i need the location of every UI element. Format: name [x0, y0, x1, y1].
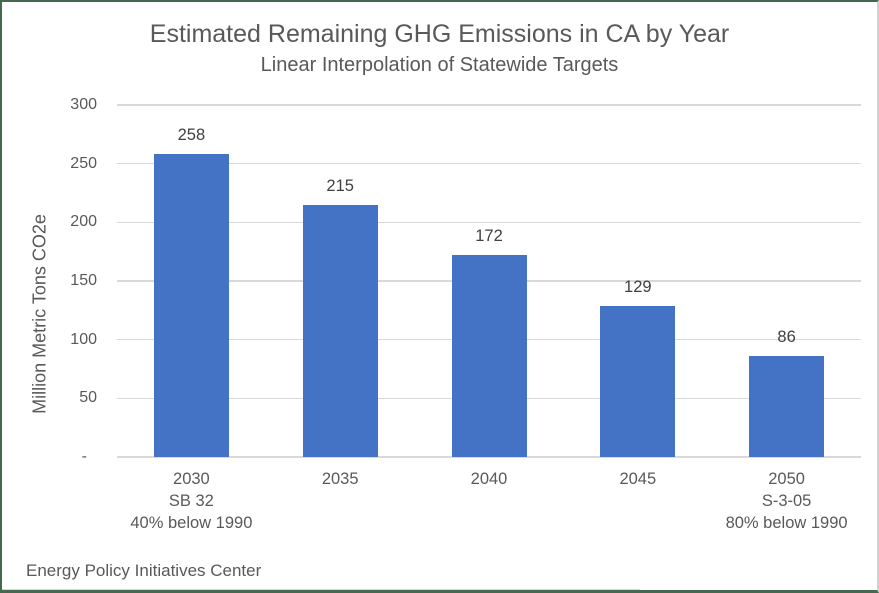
x-category-line: 2040 [470, 470, 508, 488]
data-label: 172 [475, 227, 503, 246]
x-category-label: 2040 [379, 468, 599, 490]
y-tick-label: 50 [79, 389, 97, 407]
x-category-label: 2030 SB 32 40% below 1990 [81, 468, 301, 534]
gridline [117, 104, 861, 106]
y-tick-label: - [81, 448, 87, 465]
x-category-line: 80% below 1990 [725, 514, 848, 532]
bar-2035 [302, 204, 378, 457]
x-category-label: 2045 [528, 468, 748, 490]
y-tick-label: 200 [70, 213, 97, 231]
x-category-label: 2050 S-3-05 80% below 1990 [677, 468, 877, 534]
worksheet-edge-line [2, 588, 640, 590]
bar-2040 [451, 255, 527, 457]
x-category-line: SB 32 [168, 492, 214, 510]
y-tick-label: 300 [70, 96, 97, 113]
bar-2045 [600, 305, 676, 457]
plot-area [117, 104, 861, 458]
footer-credit: Energy Policy Initiatives Center [26, 561, 262, 580]
x-category-label: 2035 [230, 468, 450, 490]
y-tick-label: 250 [70, 154, 97, 172]
x-category-line: 2045 [619, 470, 657, 488]
chart-subtitle: Linear Interpolation of Statewide Target… [260, 54, 619, 76]
y-tick-label: 150 [70, 272, 97, 289]
x-category-line: 2035 [321, 470, 359, 488]
x-category-line: S-3-05 [761, 492, 812, 510]
bar-2030 [153, 154, 229, 457]
y-axis-title: Million Metric Tons CO2e [29, 214, 50, 414]
data-label: 86 [777, 328, 796, 347]
data-label: 129 [624, 277, 652, 296]
data-label: 215 [326, 176, 354, 195]
bar-2050 [749, 356, 825, 457]
x-category-line: 2030 [173, 470, 210, 488]
chart-title: Estimated Remaining GHG Emissions in CA … [149, 20, 730, 48]
x-category-line: 40% below 1990 [130, 514, 253, 532]
y-tick-label: 100 [70, 330, 97, 348]
gridline [117, 221, 861, 224]
gridline [117, 162, 861, 165]
data-label: 258 [177, 126, 206, 145]
x-category-line: 2050 [768, 470, 805, 488]
